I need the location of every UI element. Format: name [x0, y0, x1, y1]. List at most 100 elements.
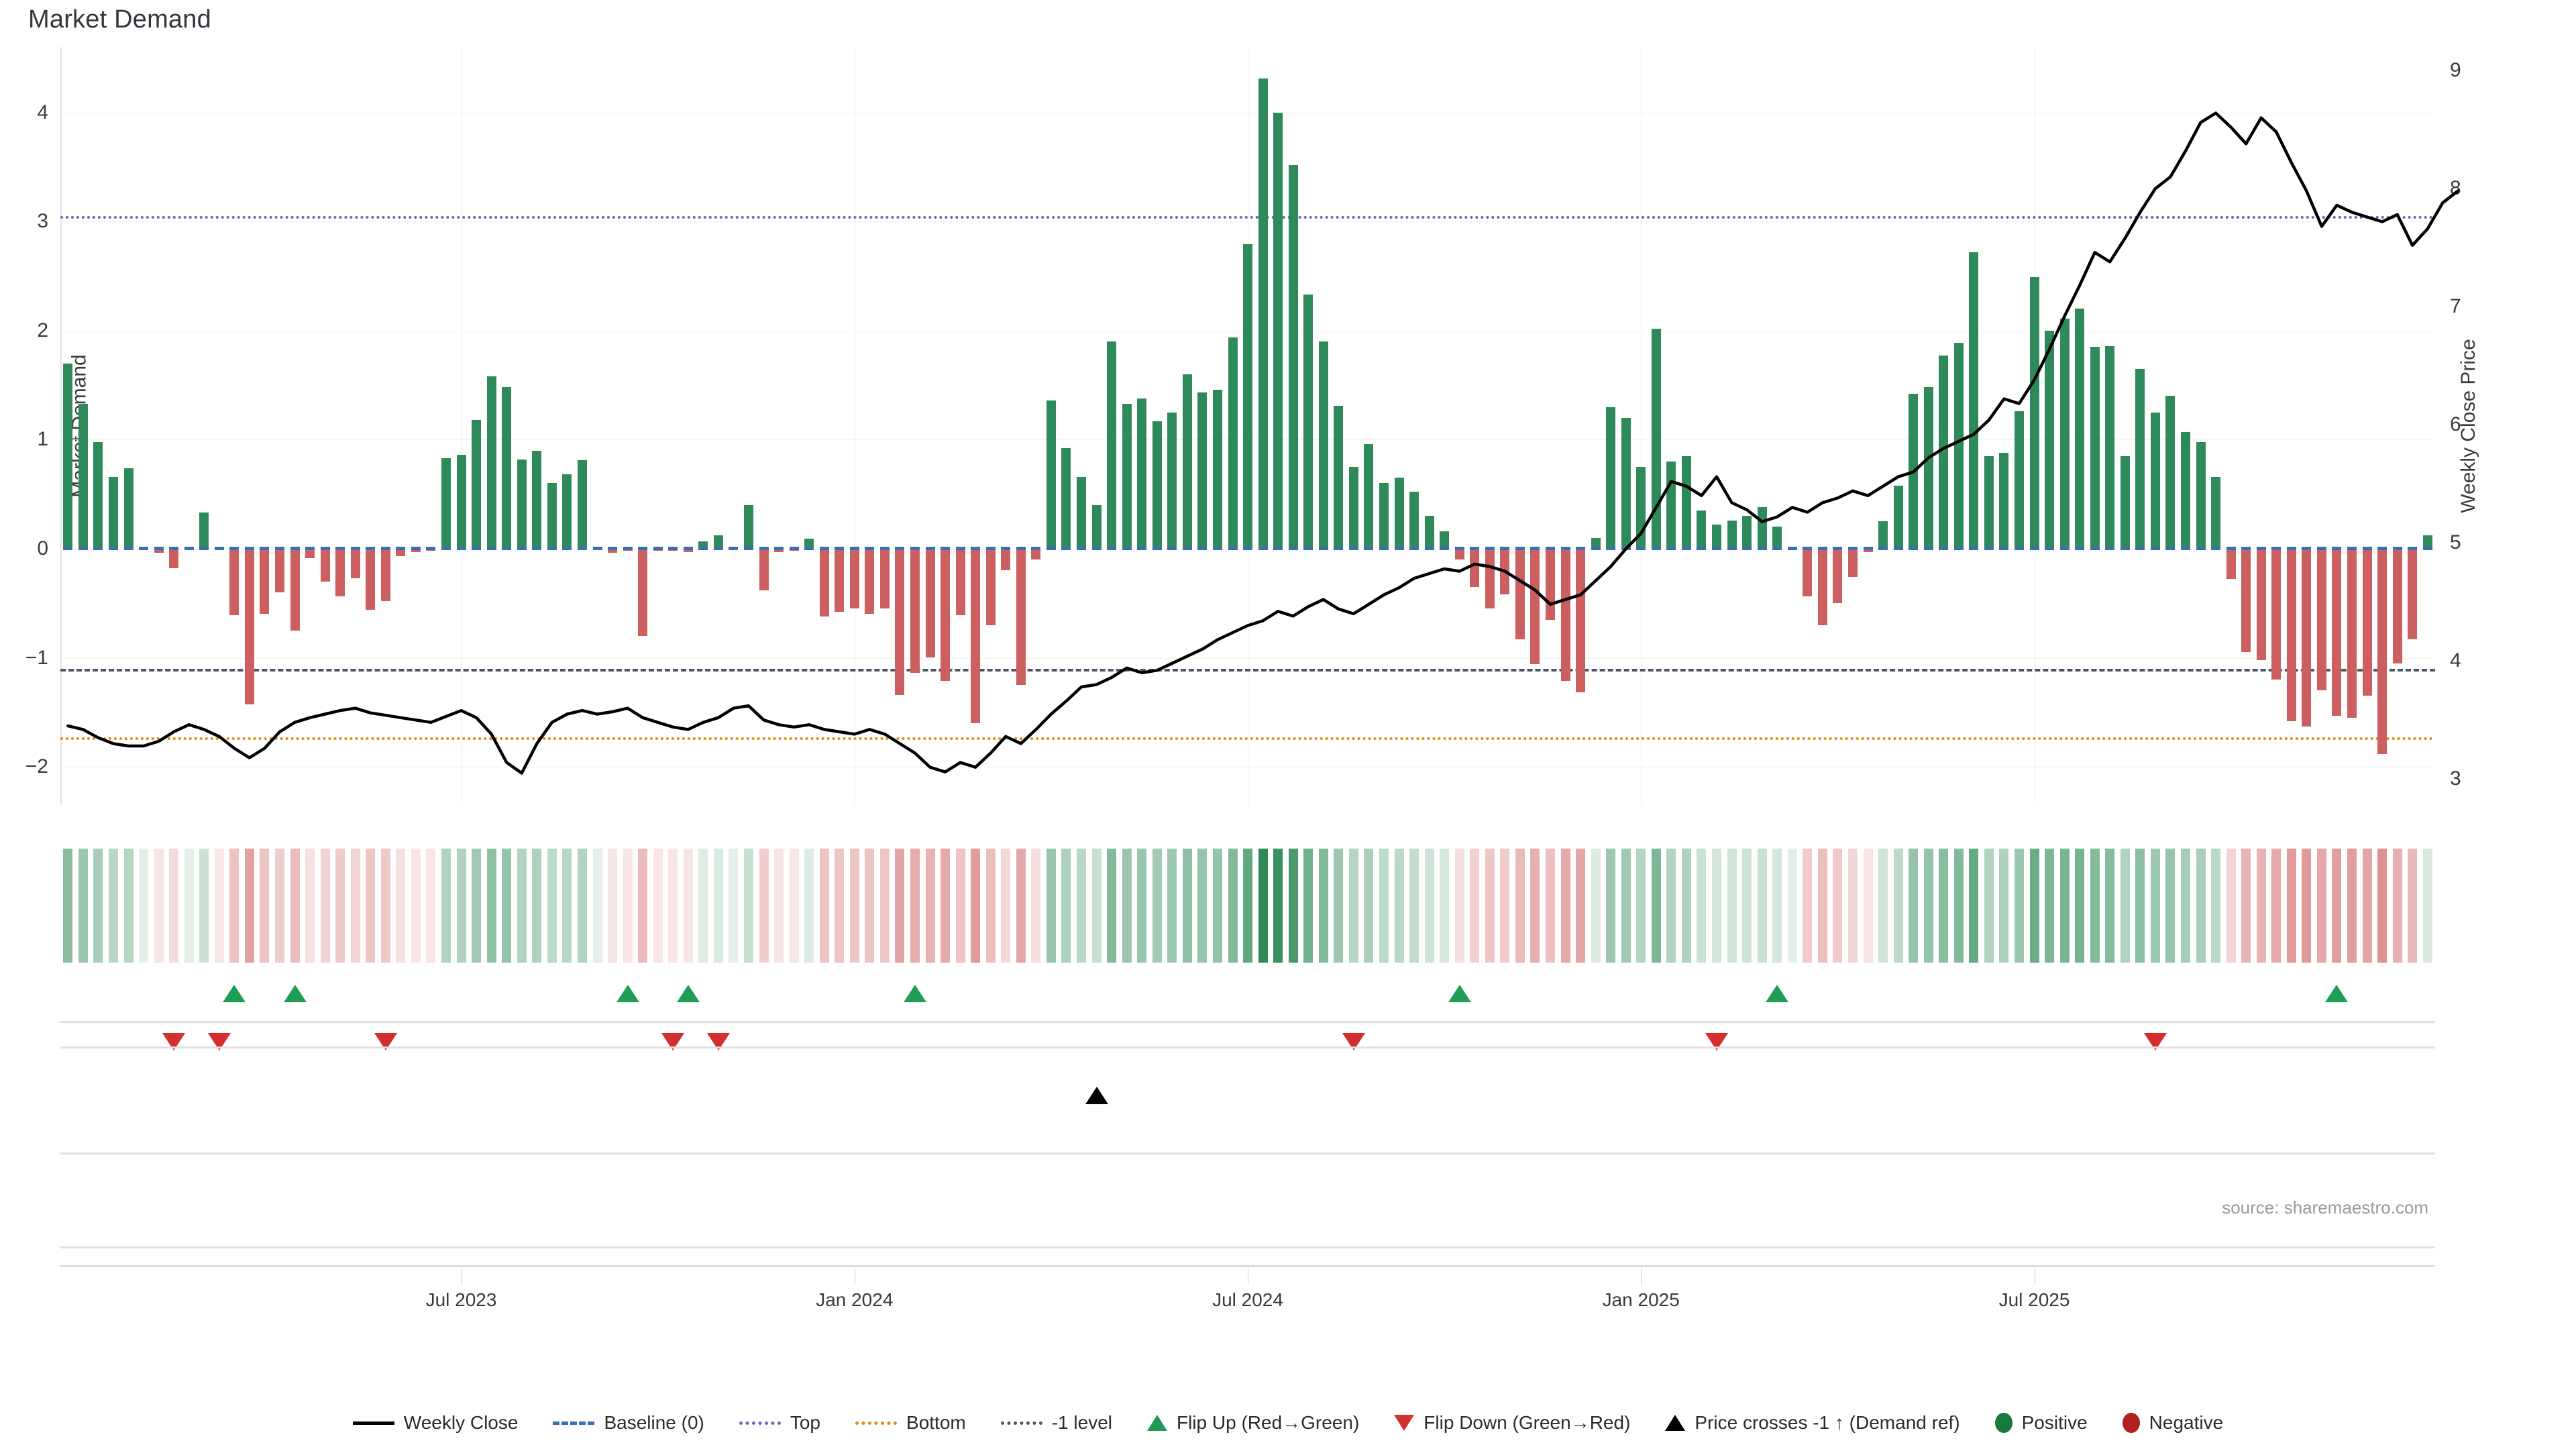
baseline-segment [1424, 547, 1434, 551]
demand-bar [1530, 548, 1540, 665]
heatmap-cell [2014, 849, 2024, 963]
demand-bar [2377, 548, 2387, 754]
flip-up-marker[interactable] [676, 985, 700, 1002]
baseline-segment [1969, 547, 1979, 551]
legend-item-bottom[interactable]: Bottom [855, 1412, 966, 1434]
demand-bar [2045, 330, 2054, 549]
demand-bar [2090, 347, 2100, 549]
flip-up-marker[interactable] [1448, 985, 1471, 1002]
baseline-segment [1878, 547, 1888, 551]
heatmap-cell [1757, 849, 1767, 963]
demand-bar [290, 548, 300, 631]
reference-line-top [60, 216, 2435, 219]
demand-bar [2211, 476, 2221, 549]
flip-up-marker[interactable] [1766, 985, 1789, 1002]
demand-bar [1697, 511, 1707, 549]
flip-down-triangle-down-icon [1394, 1415, 1415, 1431]
baseline-segment [759, 547, 769, 551]
baseline-segment [1757, 547, 1767, 551]
heatmap-cell [1576, 849, 1586, 963]
heatmap-cell [486, 849, 496, 963]
demand-bar [955, 548, 965, 616]
baseline-segment [698, 547, 708, 551]
demand-bar [2347, 548, 2357, 718]
baseline-segment [335, 547, 345, 551]
legend-item-top[interactable]: Top [739, 1412, 820, 1434]
baseline-segment [668, 547, 678, 551]
demand-bar [2408, 548, 2418, 639]
baseline-segment [2332, 547, 2342, 551]
demand-heatmap-strip [60, 849, 2435, 963]
heatmap-cell [1046, 849, 1056, 963]
panel-divider-3 [60, 1246, 2435, 1248]
baseline-segment [729, 547, 739, 551]
legend-item-price-crosses[interactable]: Price crosses -1 ↑ (Demand ref) [1665, 1412, 1960, 1434]
heatmap-cell [380, 849, 390, 963]
demand-bar [1197, 392, 1208, 549]
heatmap-cell [623, 849, 633, 963]
demand-bar [1636, 467, 1646, 549]
baseline-segment [1787, 547, 1797, 551]
heatmap-cell [426, 849, 436, 963]
baseline-segment [1440, 547, 1450, 551]
heatmap-cell [1546, 849, 1555, 963]
legend-item-baseline[interactable]: Baseline (0) [553, 1412, 704, 1434]
demand-bar [1122, 403, 1132, 549]
flip-up-marker[interactable] [283, 985, 307, 1002]
flip-up-marker[interactable] [223, 985, 246, 1002]
flip-up-marker[interactable] [2325, 985, 2349, 1002]
price-cross-marker[interactable] [1085, 1087, 1108, 1104]
minus-one-level-dot-icon [1000, 1421, 1042, 1425]
baseline-segment [1228, 547, 1238, 551]
heatmap-cell [335, 849, 345, 963]
baseline-segment [1318, 547, 1328, 551]
flip-up-marker[interactable] [616, 985, 639, 1002]
demand-bar [1379, 483, 1389, 549]
demand-bar [759, 548, 769, 590]
heatmap-cell [1742, 849, 1752, 963]
flip-up-marker[interactable] [903, 985, 926, 1002]
demand-bar [1077, 476, 1086, 549]
legend-item-minus-one-level[interactable]: -1 level [1000, 1412, 1112, 1434]
baseline-segment [1409, 547, 1419, 551]
demand-bar [366, 548, 376, 610]
legend-item-positive[interactable]: Positive [1994, 1412, 2088, 1434]
demand-bar [472, 420, 482, 549]
heatmap-cell [2226, 849, 2236, 963]
demand-bar [380, 548, 390, 601]
heatmap-cell [517, 849, 527, 963]
heatmap-cell [1182, 849, 1192, 963]
demand-bar [638, 548, 648, 636]
x-tick-label: Jan 2025 [1602, 1289, 1680, 1310]
baseline-segment [1273, 547, 1283, 551]
baseline-segment [441, 547, 451, 551]
demand-bar [2120, 455, 2130, 549]
legend-item-negative[interactable]: Negative [2122, 1412, 2223, 1434]
baseline-segment [910, 547, 920, 551]
heatmap-cell [895, 849, 905, 963]
heatmap-cell [411, 849, 421, 963]
baseline-segment [1560, 547, 1570, 551]
heatmap-cell [1424, 849, 1434, 963]
heatmap-cell [1470, 849, 1480, 963]
demand-bar [1424, 516, 1434, 549]
baseline-segment [1122, 547, 1132, 551]
baseline-segment [139, 547, 148, 551]
heatmap-cell [1681, 849, 1691, 963]
demand-bar [743, 504, 753, 549]
heatmap-cell [1847, 849, 1858, 963]
legend-item-flip-up[interactable]: Flip Up (Red→Green) [1146, 1412, 1359, 1434]
demand-bar [2302, 548, 2312, 727]
heatmap-cell [1303, 849, 1313, 963]
y-tick-left: 1 [37, 428, 48, 451]
heatmap-cell [275, 849, 284, 963]
demand-bar [1243, 244, 1252, 549]
baseline-segment [1500, 547, 1510, 551]
baseline-segment [879, 547, 890, 551]
heatmap-cell [1167, 849, 1177, 963]
legend-item-weekly-close[interactable]: Weekly Close [352, 1412, 518, 1434]
baseline-segment [1953, 547, 1964, 551]
legend-item-flip-down[interactable]: Flip Down (Green→Red) [1394, 1412, 1630, 1434]
heatmap-cell [1803, 849, 1813, 963]
heatmap-cell [1878, 849, 1888, 963]
